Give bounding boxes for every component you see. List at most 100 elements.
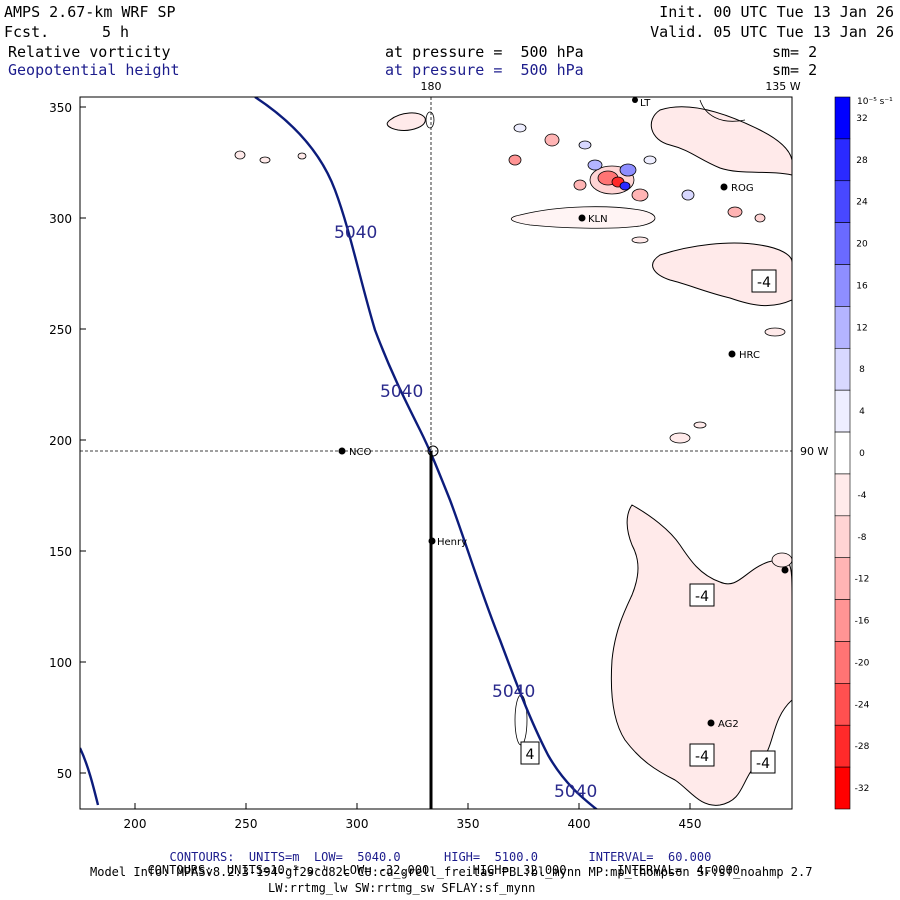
y-tick-label: 350 — [49, 101, 72, 115]
footer-height-low: CONTOURS: UNITS=m LOW= 5040.0 — [169, 850, 401, 864]
colorbar-tick-label: -20 — [855, 658, 870, 668]
station-label-ag2: AG2 — [718, 719, 739, 730]
footer-vort-low: CONTOURS: UNITS=10⁻⁵ s⁻¹ LOW= -32.000 — [147, 863, 430, 877]
footer-vort-high: HIGH= 32.000 — [472, 863, 567, 877]
colorbar-cell — [834, 96, 851, 140]
colorbar-tick-label: 20 — [856, 240, 868, 250]
footer-model-physics: LW:rrtmg_lw SW:rrtmg_sw SFLAY:sf_mynn — [268, 881, 536, 895]
init-time: Init. 00 UTC Tue 13 Jan 26 — [659, 3, 894, 21]
x-tick-label: 400 — [568, 817, 591, 831]
colorbar-tick-label: 28 — [856, 156, 868, 166]
colorbar-tick-label: 4 — [859, 407, 865, 417]
footer-vort-interval: INTERVAL= 4.0000 — [617, 863, 740, 877]
forecast-label: Fcst. — [4, 23, 50, 41]
vort-label-1: -4 — [757, 275, 771, 291]
station-dot-lt — [632, 97, 638, 103]
height-label-4: 5040 — [554, 782, 597, 802]
field1-smoothing: sm= 2 — [772, 43, 818, 61]
y-tick-label: 300 — [49, 212, 72, 226]
height-contour-main — [254, 97, 599, 809]
station-label-nco: NCO — [349, 447, 371, 458]
x-tick-label: 450 — [679, 817, 702, 831]
colorbar-cell — [834, 766, 851, 810]
y-tick-label: 150 — [49, 545, 72, 559]
y-tick-label: 200 — [49, 434, 72, 448]
colorbar-tick-label: 32 — [856, 114, 867, 124]
station-dot-hrc — [728, 350, 736, 358]
plot-frame — [79, 96, 793, 810]
vorticity-region-top — [386, 112, 426, 131]
vorticity-labels: -4 -4 -4 -4 4 — [520, 269, 777, 774]
colorbar-tick-label: 8 — [859, 365, 865, 375]
colorbar-cell — [834, 724, 851, 768]
y-tick-label: 50 — [57, 767, 72, 781]
station-dot-ag2 — [707, 719, 715, 727]
vort-label-4: -4 — [756, 756, 770, 772]
vorticity-region-ne — [650, 106, 792, 176]
colorbar-cell — [834, 306, 851, 349]
colorbar-cell — [834, 599, 851, 642]
x-tick-label: 350 — [457, 817, 480, 831]
vorticity-cluster — [234, 99, 792, 746]
x-tick-label: 300 — [346, 817, 369, 831]
colorbar-cell — [834, 347, 851, 391]
y-tick-label: 250 — [49, 323, 72, 337]
y-tick-labels: 350 300 250 200 150 100 50 — [49, 101, 72, 781]
footer-model-info: Model Info: MPASv8.2.3-194-gf29cd82c CU:… — [90, 865, 813, 879]
model-title: AMPS 2.67-km WRF SP — [4, 3, 176, 21]
height-label-3: 5040 — [492, 682, 535, 702]
colorbar-tick-label: -12 — [855, 575, 870, 585]
colorbar-unit: 10⁻⁵ s⁻¹ — [857, 97, 893, 107]
footer-vorticity-contours: CONTOURS: UNITS=10⁻⁵ s⁻¹ LOW= -32.000 HI… — [133, 851, 740, 877]
colorbar-cell — [834, 557, 851, 600]
plot-area: 5040 5040 5040 5040 -4 -4 -4 -4 4 NCO He… — [80, 97, 792, 809]
colorbar-tick-label: -24 — [855, 700, 870, 710]
colorbar-cell — [834, 389, 851, 433]
station-label-henry: Henry — [437, 537, 467, 548]
colorbar-tick-label: -28 — [855, 742, 870, 752]
y-tick-label: 100 — [49, 656, 72, 670]
station-label-rog: ROG — [731, 183, 754, 194]
colorbar-tick-label: 16 — [856, 281, 868, 291]
station-label-hrc: HRC — [739, 350, 760, 361]
colorbar-tick-label: -4 — [858, 491, 867, 501]
colorbar: 10⁻⁵ s⁻¹ 32 28 24 20 16 12 8 4 0 -4 -8 -12 -16 -20 -24… — [834, 96, 893, 810]
colorbar-cell — [834, 641, 851, 684]
colorbar-tick-label: 12 — [856, 323, 867, 333]
pole-marker — [427, 445, 439, 457]
meridian-label-135w: 135 W — [765, 80, 800, 93]
height-label-1: 5040 — [334, 223, 377, 243]
field2-smoothing: sm= 2 — [772, 61, 818, 79]
colorbar-tick-label: 24 — [856, 198, 868, 208]
vort-label-5: 4 — [526, 747, 535, 763]
station-label-kln: KLN — [588, 214, 608, 225]
field2-level: at pressure = 500 hPa — [385, 61, 584, 79]
vort-label-2: -4 — [695, 589, 709, 605]
colorbar-tick-label: -16 — [855, 617, 870, 627]
x-tick-label: 200 — [124, 817, 147, 831]
colorbar-tick-label: -8 — [858, 533, 867, 543]
forecast-value: 5 h — [102, 23, 130, 41]
x-tick-label: 250 — [235, 817, 258, 831]
meridian-label-180: 180 — [421, 80, 442, 93]
field1-name: Relative vorticity — [8, 43, 171, 61]
meridian-label-90w: 90 W — [800, 445, 828, 458]
footer-height-contours: CONTOURS: UNITS=m LOW= 5040.0 HIGH= 5100… — [155, 838, 711, 864]
height-label-2: 5040 — [380, 382, 423, 402]
y-axis — [80, 106, 86, 774]
station-label-lt: LT — [640, 98, 651, 109]
colorbar-tick-label: -32 — [855, 784, 870, 794]
colorbar-cell — [834, 431, 851, 475]
x-tick-labels: 200 250 300 350 400 450 — [124, 817, 702, 831]
field1-level: at pressure = 500 hPa — [385, 43, 584, 61]
station-dot-kln — [578, 214, 586, 222]
colorbar-cell — [834, 515, 851, 559]
colorbar-cell — [834, 683, 851, 726]
valid-time: Valid. 05 UTC Tue 13 Jan 26 — [650, 23, 894, 41]
colorbar-cell — [834, 264, 851, 307]
colorbar-tick-label: 0 — [859, 449, 865, 459]
colorbar-cell — [834, 222, 851, 265]
colorbar-cell — [834, 138, 851, 182]
footer-height-high: HIGH= 5100.0 — [444, 850, 538, 864]
